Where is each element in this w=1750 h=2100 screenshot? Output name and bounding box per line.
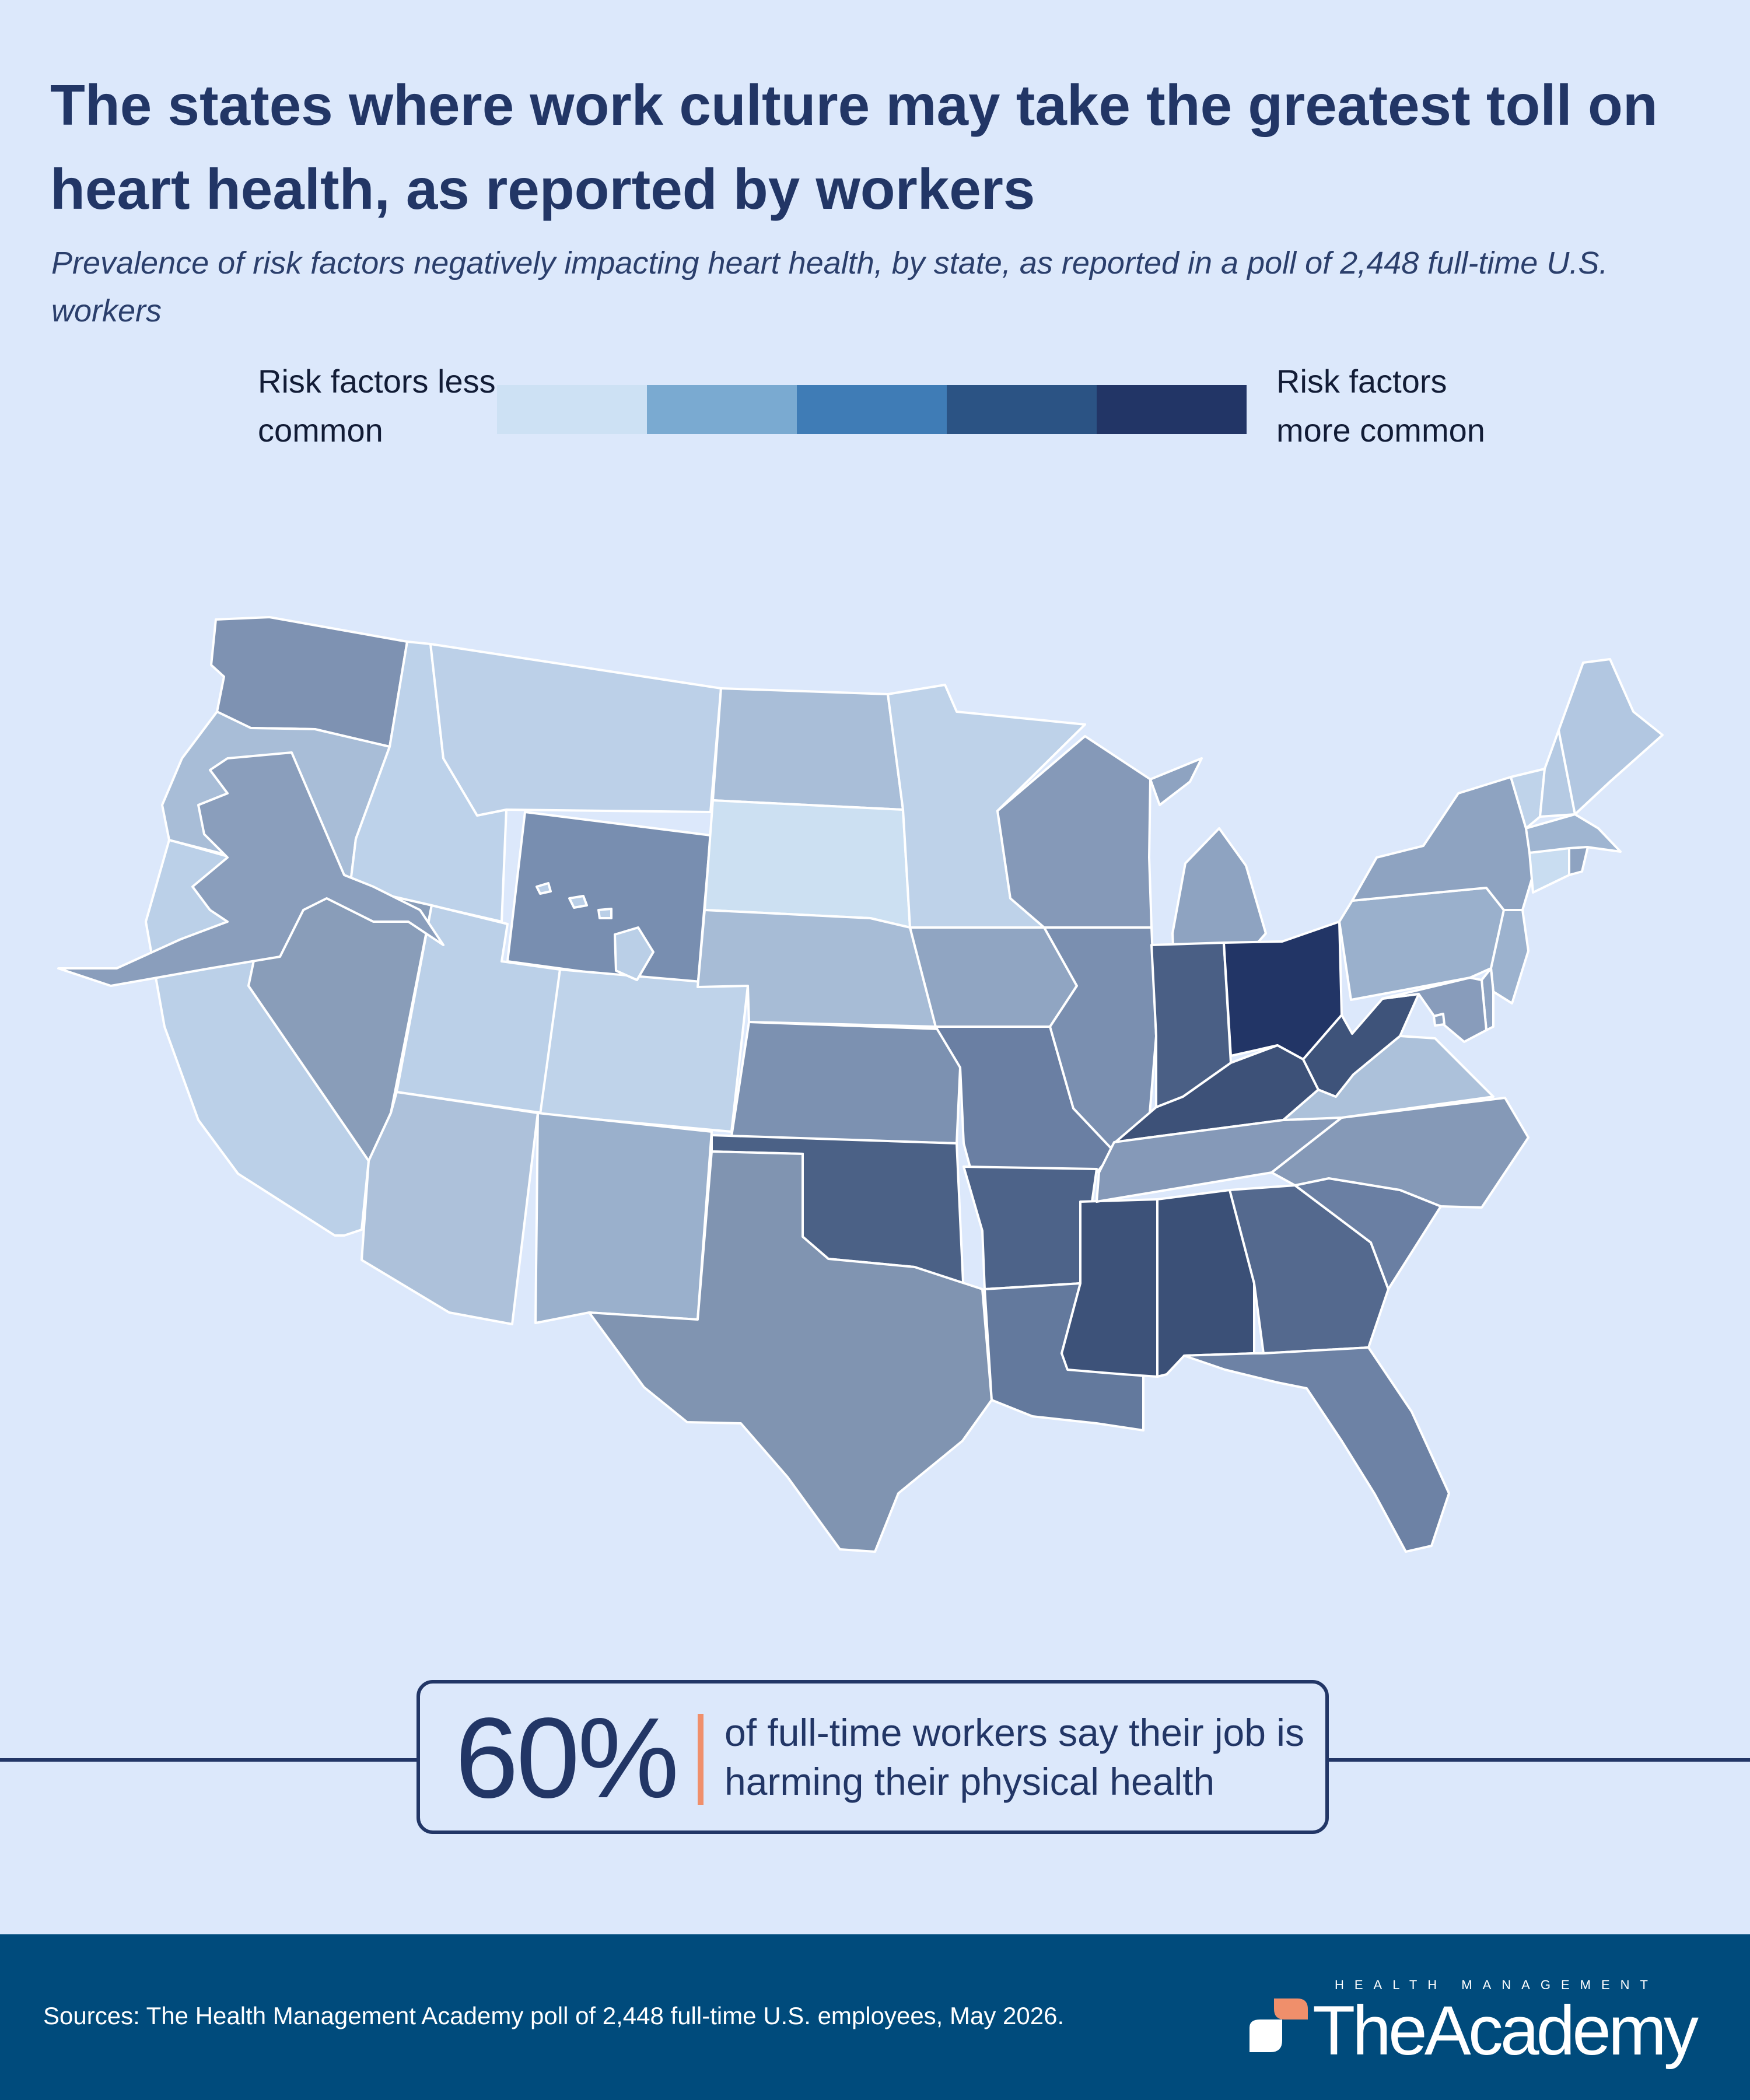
brand-tagline: HEALTH MANAGEMENT (1335, 1978, 1658, 1992)
state-RI[interactable] (1568, 846, 1589, 876)
legend-swatch-2 (647, 385, 797, 434)
state-CT[interactable] (1528, 847, 1570, 894)
academy-logo-icon (1250, 1999, 1308, 2052)
legend-low-label: Risk factors less common (258, 363, 496, 449)
state-AR[interactable] (963, 1166, 1098, 1290)
state-NY[interactable] (1351, 776, 1534, 911)
callout-box: 60% of full-time workers say their job i… (416, 1680, 1329, 1834)
state-NM[interactable] (534, 1112, 713, 1324)
legend-color-scale (497, 385, 1247, 434)
state-FL[interactable] (1183, 1346, 1450, 1553)
chart-title: The states where work culture may take t… (50, 73, 1658, 221)
legend-swatch-5 (1097, 385, 1247, 434)
chart-subtitle: Prevalence of risk factors negatively im… (51, 246, 1608, 328)
state-TX[interactable] (588, 1150, 993, 1553)
state-MT[interactable] (429, 643, 722, 817)
state-NC[interactable] (1270, 1097, 1530, 1209)
us-choropleth-map (57, 616, 1664, 1553)
state-KS[interactable] (730, 1021, 961, 1144)
state-ME[interactable] (1558, 658, 1664, 816)
footer-bar: Sources: The Health Management Academy p… (0, 1934, 1750, 2100)
state-CO[interactable] (539, 968, 749, 1133)
state-DC[interactable] (1433, 1013, 1446, 1027)
state-WV[interactable] (1302, 993, 1420, 1098)
legend-swatch-1 (497, 385, 647, 434)
state-MD[interactable] (1381, 977, 1488, 1043)
state-WY[interactable] (506, 811, 712, 988)
callout-text: of full-time workers say their job is ha… (724, 1711, 1304, 1803)
brand-name: TheAcademy (1312, 1992, 1699, 2070)
state-AZ[interactable] (360, 1091, 539, 1325)
state-MI[interactable] (1149, 757, 1267, 973)
legend-swatch-3 (797, 385, 947, 434)
state-SD[interactable] (704, 799, 911, 929)
legend-swatch-4 (947, 385, 1097, 434)
state-HI[interactable] (536, 882, 654, 981)
state-WI[interactable] (996, 735, 1153, 929)
brand-logo: HEALTH MANAGEMENT TheAcademy (1246, 1971, 1699, 2081)
state-AK[interactable] (57, 751, 444, 987)
sources-text: Sources: The Health Management Academy p… (43, 2002, 1065, 2029)
state-ND[interactable] (712, 687, 904, 811)
callout-stat: 60% (455, 1694, 679, 1822)
callout-separator (698, 1714, 704, 1805)
legend-high-label: Risk factors more common (1276, 363, 1485, 449)
